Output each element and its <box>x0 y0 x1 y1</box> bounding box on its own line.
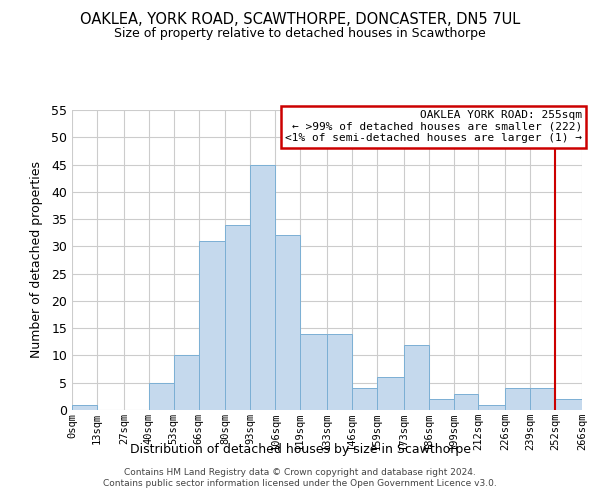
Bar <box>505 388 530 410</box>
Bar <box>226 224 250 410</box>
Bar <box>300 334 327 410</box>
Bar <box>404 344 428 410</box>
Bar <box>327 334 352 410</box>
Bar <box>478 404 505 410</box>
Bar <box>377 378 404 410</box>
Bar <box>72 404 97 410</box>
Bar <box>250 164 275 410</box>
Text: OAKLEA, YORK ROAD, SCAWTHORPE, DONCASTER, DN5 7UL: OAKLEA, YORK ROAD, SCAWTHORPE, DONCASTER… <box>80 12 520 28</box>
Bar <box>149 382 173 410</box>
Text: Contains HM Land Registry data © Crown copyright and database right 2024.
Contai: Contains HM Land Registry data © Crown c… <box>103 468 497 487</box>
Y-axis label: Number of detached properties: Number of detached properties <box>30 162 43 358</box>
Bar <box>454 394 478 410</box>
Text: Size of property relative to detached houses in Scawthorpe: Size of property relative to detached ho… <box>114 28 486 40</box>
Bar <box>199 241 226 410</box>
Text: OAKLEA YORK ROAD: 255sqm
← >99% of detached houses are smaller (222)
<1% of semi: OAKLEA YORK ROAD: 255sqm ← >99% of detac… <box>285 110 582 143</box>
Bar <box>352 388 377 410</box>
Bar <box>428 399 454 410</box>
Bar <box>555 399 582 410</box>
Text: Distribution of detached houses by size in Scawthorpe: Distribution of detached houses by size … <box>130 442 470 456</box>
Bar <box>530 388 555 410</box>
Bar <box>173 356 199 410</box>
Bar <box>275 236 300 410</box>
